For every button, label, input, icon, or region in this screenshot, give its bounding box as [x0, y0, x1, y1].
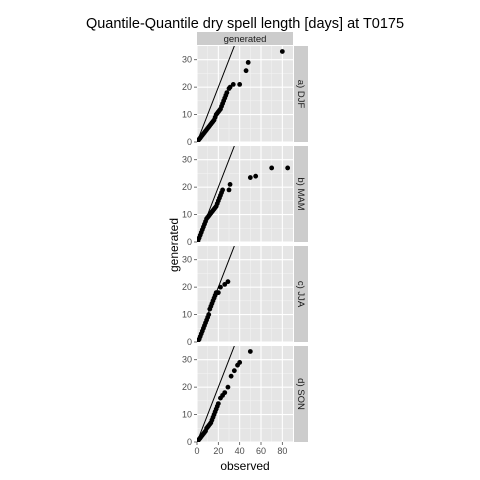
data-point	[247, 349, 253, 354]
x-axis-title: observed	[220, 459, 269, 473]
x-tick-label: 0	[194, 446, 199, 456]
data-point	[227, 84, 233, 90]
data-point	[225, 279, 231, 285]
row-strip	[294, 46, 308, 142]
data-point	[247, 175, 253, 180]
y-tick-label: 10	[182, 110, 192, 120]
data-point	[237, 360, 243, 365]
y-tick-label: 0	[187, 137, 192, 147]
data-point	[224, 90, 230, 96]
data-point	[253, 173, 259, 179]
x-tick-label: 40	[235, 446, 245, 456]
panel-background	[197, 46, 293, 142]
y-tick-label: 10	[182, 410, 192, 420]
data-point	[225, 384, 231, 390]
y-tick-label: 0	[187, 337, 192, 347]
reference-line	[197, 346, 235, 442]
column-strip	[197, 32, 293, 45]
y-tick-label: 0	[187, 237, 192, 247]
data-point	[285, 165, 291, 171]
row-strip-label: d) SON	[295, 378, 306, 410]
row-strip	[294, 146, 308, 242]
data-point	[230, 82, 236, 87]
chart-title: Quantile-Quantile dry spell length [days…	[86, 16, 404, 32]
row-strip-label: b) MAM	[295, 177, 306, 210]
y-tick-label: 0	[187, 437, 192, 447]
data-point	[227, 182, 233, 187]
panel-background	[197, 346, 293, 442]
data-point	[245, 60, 251, 65]
x-tick-label: 80	[277, 446, 287, 456]
y-tick-label: 30	[182, 355, 192, 365]
row-strip-label: c) JJA	[295, 281, 306, 308]
data-point	[269, 165, 275, 171]
x-tick-label: 60	[256, 446, 266, 456]
data-point	[220, 187, 226, 193]
y-tick-label: 20	[182, 82, 192, 92]
y-axis-title: generated	[167, 218, 181, 272]
column-strip-label: generated	[224, 34, 267, 45]
panel-background	[197, 246, 293, 342]
y-tick-label: 30	[182, 155, 192, 165]
data-point	[206, 312, 212, 317]
y-tick-label: 30	[182, 255, 192, 265]
data-point	[215, 290, 221, 296]
panel-background	[197, 146, 293, 242]
panel-1: 0 10 20 30 a) DJF	[182, 46, 308, 147]
y-tick-label: 10	[182, 310, 192, 320]
data-point	[243, 68, 249, 74]
y-tick-label: 20	[182, 282, 192, 292]
data-point	[215, 401, 221, 406]
y-tick-label: 10	[182, 210, 192, 220]
data-point	[226, 187, 232, 193]
panels-layer: generated 0 10 20 30 a) DJF 0 10 20 30 b) MAM 0 10 20…	[182, 32, 308, 456]
x-tick-label: 20	[213, 446, 223, 456]
data-point	[228, 373, 234, 379]
reference-line	[197, 46, 235, 142]
data-point	[222, 390, 228, 396]
row-strip	[294, 346, 308, 442]
y-tick-label: 20	[182, 382, 192, 392]
row-strip	[294, 246, 308, 342]
data-point	[222, 282, 228, 287]
row-strip-label: a) DJF	[295, 80, 306, 109]
data-point	[218, 284, 223, 290]
panel-2: 0 10 20 30 b) MAM	[182, 146, 308, 247]
data-point	[231, 368, 237, 374]
data-point	[279, 49, 285, 54]
y-tick-label: 30	[182, 55, 192, 65]
y-tick-label: 20	[182, 182, 192, 192]
panel-4: 0 10 20 30 d) SON	[182, 346, 308, 447]
panel-3: 0 10 20 30 c) JJA	[182, 246, 308, 347]
data-point	[237, 82, 243, 87]
